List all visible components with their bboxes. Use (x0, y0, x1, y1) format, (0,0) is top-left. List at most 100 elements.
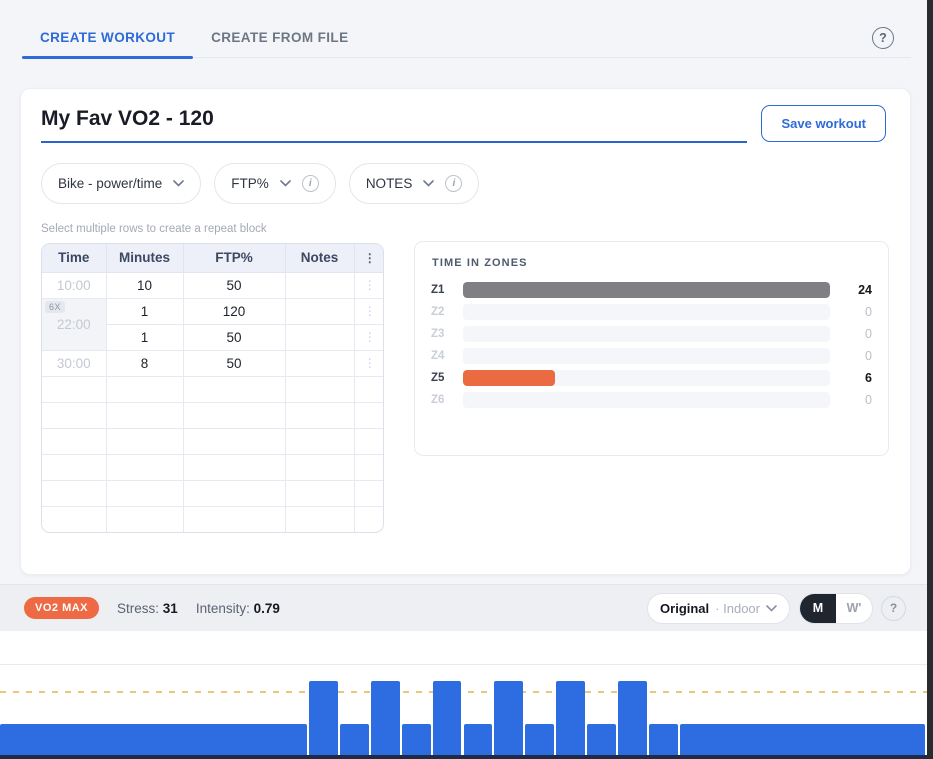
target-unit-select[interactable]: FTP% i (214, 163, 336, 204)
notes-select[interactable]: NOTES i (348, 163, 480, 204)
notes-cell[interactable] (284, 453, 355, 481)
row-menu-cell[interactable] (353, 427, 383, 455)
time-cell (42, 401, 107, 429)
chart-top-divider (0, 664, 933, 665)
tab-create-from-file[interactable]: CREATE FROM FILE (193, 18, 366, 57)
zone-label: Z1 (431, 284, 445, 296)
notes-cell[interactable] (284, 505, 355, 532)
notes-cell[interactable] (284, 297, 355, 325)
table-row-repeat: 6X 22:00 1 120 ⋮ (42, 297, 383, 351)
workout-profile-chart (0, 631, 933, 759)
workout-title-input[interactable]: My Fav VO2 - 120 (41, 107, 747, 143)
table-empty-row (42, 401, 383, 429)
row-menu-button[interactable]: ⋮ (353, 323, 383, 351)
zone-bar-track (463, 370, 830, 386)
row-menu-cell[interactable] (353, 479, 383, 507)
minutes-cell[interactable] (105, 479, 184, 507)
minutes-cell[interactable] (105, 401, 184, 429)
table-menu-button[interactable]: ⋮ (353, 244, 383, 273)
minutes-cell[interactable] (105, 427, 184, 455)
minutes-cell[interactable] (105, 453, 184, 481)
row-menu-cell[interactable] (353, 401, 383, 429)
save-workout-button[interactable]: Save workout (761, 105, 886, 142)
workout-segment-bar (370, 681, 400, 755)
workout-segment-bar (525, 724, 555, 755)
notes-cell[interactable] (284, 427, 355, 455)
zone-value: 6 (865, 371, 872, 385)
minutes-cell[interactable]: 1 (105, 297, 184, 325)
view-mode-primary: Original (660, 600, 710, 616)
ftp-cell[interactable] (182, 505, 286, 532)
intensity-metric: Intensity: 0.79 (195, 600, 280, 616)
notes-cell[interactable] (284, 401, 355, 429)
notes-cell[interactable] (284, 349, 355, 377)
active-tab-indicator (22, 56, 194, 59)
notes-cell[interactable] (284, 375, 355, 403)
view-mode-select[interactable]: Original · Indoor (647, 592, 790, 624)
chevron-down-icon (173, 180, 185, 187)
view-mode-secondary: · Indoor (715, 600, 760, 616)
ftp-cell[interactable]: 120 (182, 297, 286, 325)
zone-value: 24 (858, 283, 872, 297)
time-cell (42, 505, 107, 532)
ftp-cell[interactable]: 50 (182, 349, 286, 377)
minutes-cell[interactable] (105, 375, 184, 403)
workout-status-bar: VO2 MAX Stress: 31 Intensity: 0.79 Origi… (0, 584, 933, 631)
minutes-cell[interactable]: 1 (106, 323, 184, 351)
row-menu-cell[interactable] (353, 375, 383, 403)
stress-metric: Stress: 31 (117, 600, 178, 616)
tab-create-workout[interactable]: CREATE WORKOUT (22, 18, 194, 59)
chevron-down-icon (423, 180, 435, 187)
workout-type-select[interactable]: Bike - power/time (41, 163, 202, 204)
workout-segment-bar (618, 681, 647, 755)
ftp-cell[interactable] (182, 401, 286, 429)
zone-bar-fill (463, 370, 555, 386)
time-in-zones-panel: TIME IN ZONES Z1 24 Z2 0 Z3 0 Z4 0 Z5 6 Z6 0 (414, 241, 889, 456)
chart-help-icon[interactable]: ? (881, 595, 906, 621)
ftp-cell[interactable] (182, 375, 286, 403)
workout-type-badge: VO2 MAX (24, 597, 100, 619)
ftp-cell[interactable] (182, 427, 286, 455)
minutes-cell[interactable]: 10 (105, 271, 184, 299)
toggle-option-m[interactable]: M (800, 593, 836, 623)
row-menu-button[interactable]: ⋮ (353, 271, 383, 299)
info-icon[interactable]: i (445, 175, 463, 192)
table-row: 10:00 10 50 ⋮ (42, 271, 383, 299)
time-cell (42, 479, 107, 507)
row-menu-cell[interactable] (353, 505, 383, 532)
workout-segment-bar (587, 724, 616, 755)
zone-row: Z4 0 (415, 345, 888, 367)
workout-segment-bar (556, 681, 586, 755)
repeat-count-badge: 6X (45, 300, 66, 313)
time-cell-merged: 6X 22:00 (42, 297, 107, 351)
table-empty-row (42, 505, 383, 532)
repeat-block-hint: Select multiple rows to create a repeat … (41, 223, 267, 235)
minutes-cell[interactable]: 8 (105, 349, 184, 377)
zone-label: Z6 (431, 394, 445, 406)
ftp-cell[interactable]: 50 (182, 271, 286, 299)
kebab-icon: ⋮ (363, 304, 376, 318)
row-menu-button[interactable]: ⋮ (353, 297, 383, 325)
metric-toggle: M W' (799, 592, 873, 624)
toggle-option-w[interactable]: W' (846, 601, 862, 615)
ftp-cell[interactable]: 50 (182, 323, 286, 351)
row-menu-button[interactable]: ⋮ (353, 349, 383, 377)
workout-options-row: Bike - power/time FTP% i NOTES i (41, 163, 480, 204)
info-icon[interactable]: i (301, 175, 319, 192)
ftp-cell[interactable] (182, 479, 286, 507)
notes-cell[interactable] (284, 479, 355, 507)
workout-segment-bar (339, 724, 369, 755)
row-menu-cell[interactable] (353, 453, 383, 481)
notes-cell[interactable] (284, 271, 355, 299)
question-mark-glyph: ? (889, 601, 898, 615)
zone-bar-track (463, 348, 830, 364)
notes-cell[interactable] (284, 323, 355, 351)
minutes-cell[interactable] (105, 505, 184, 532)
table-empty-row (42, 427, 383, 455)
col-header-minutes: Minutes (105, 244, 184, 273)
ftp-cell[interactable] (182, 453, 286, 481)
help-icon[interactable]: ? (872, 27, 894, 49)
chevron-down-icon (766, 604, 777, 612)
workout-steps-table: Time Minutes FTP% Notes ⋮ 10:00 10 50 ⋮ (41, 243, 384, 533)
